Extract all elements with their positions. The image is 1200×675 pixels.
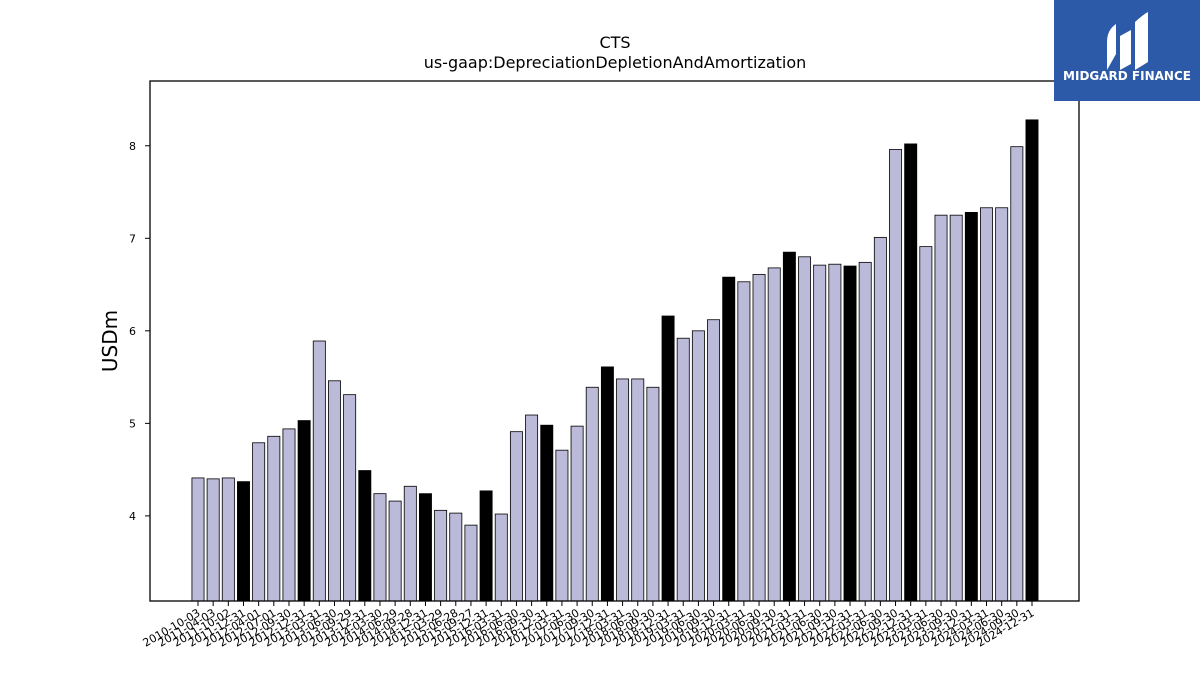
- bar-2012-09-30: [282, 428, 296, 602]
- bar-series: [191, 119, 1039, 602]
- bar-2024-12-31: [1025, 119, 1039, 602]
- bar-2021-09-30: [828, 263, 842, 602]
- bar-2015-12-31: [479, 490, 493, 602]
- bar-2013-06-30: [328, 380, 341, 602]
- bar-2023-03-31: [919, 246, 933, 602]
- bar-2012-07-01: [267, 435, 281, 602]
- bar-2016-09-30: [525, 414, 539, 602]
- chart-subtitle: us-gaap:DepreciationDepletionAndAmortiza…: [424, 53, 807, 72]
- bar-2021-12-31: [843, 265, 857, 602]
- bar-2024-06-30: [995, 207, 1009, 602]
- y-tick-label: 6: [129, 325, 136, 338]
- plot-frame: [149, 80, 1080, 602]
- bar-2022-06-30: [873, 236, 887, 602]
- bar-2023-09-30: [949, 214, 963, 602]
- bar-2013-12-31: [358, 470, 372, 602]
- bar-2019-03-31: [676, 337, 690, 602]
- bar-2011-04-03: [206, 478, 220, 602]
- bar-2018-12-31: [661, 315, 675, 602]
- bar-2024-03-31: [980, 207, 993, 602]
- bar-2018-09-30: [646, 386, 660, 602]
- bar-2014-12-31: [418, 493, 432, 602]
- bar-2019-12-31: [722, 276, 736, 602]
- bar-2013-09-29: [343, 394, 357, 602]
- bar-2019-06-30: [691, 330, 705, 602]
- bar-2015-03-29: [434, 509, 448, 602]
- bar-2024-09-30: [1010, 146, 1024, 602]
- bar-2017-09-30: [585, 386, 599, 602]
- bar-2018-06-30: [631, 378, 645, 602]
- y-tick-label: 8: [129, 140, 136, 153]
- bar-2023-06-30: [934, 214, 948, 602]
- bar-2020-03-31: [737, 281, 751, 602]
- bar-2017-12-31: [600, 366, 614, 602]
- midgard-finance-logo: MIDGARD FINANCE: [1054, 0, 1200, 101]
- bar-2019-09-30: [707, 319, 721, 602]
- bar-2020-06-30: [752, 273, 766, 602]
- bar-2017-06-30: [570, 425, 584, 602]
- bar-2020-12-31: [782, 251, 796, 602]
- bar-2022-12-31: [904, 143, 918, 602]
- bar-2014-09-28: [403, 485, 417, 602]
- bar-2018-03-31: [616, 378, 630, 602]
- bar-2016-12-31: [540, 424, 554, 602]
- bar-2021-03-31: [798, 256, 812, 602]
- bar-2010-10-03: [191, 477, 205, 602]
- bar-2013-03-31: [312, 340, 326, 602]
- bar-2011-12-31: [237, 481, 250, 602]
- bar-2016-03-31: [494, 513, 508, 602]
- bar-2012-04-01: [252, 442, 266, 602]
- bar-2014-06-29: [388, 500, 402, 602]
- bar-2014-03-30: [373, 493, 387, 602]
- bar-2023-12-31: [964, 211, 978, 602]
- bar-2020-09-30: [767, 267, 781, 602]
- y-tick-label: 4: [129, 510, 136, 523]
- bar-2015-09-27: [464, 524, 478, 602]
- y-tick-label: 7: [129, 232, 136, 245]
- bar-2011-10-02: [221, 477, 235, 602]
- y-axis-label: USDm: [98, 310, 122, 372]
- logo-mark-icon: [1107, 12, 1148, 70]
- bar-2022-09-30: [889, 149, 902, 602]
- chart-title: CTS: [599, 33, 630, 52]
- bar-2022-03-31: [858, 261, 872, 602]
- bar-2015-06-28: [449, 512, 463, 602]
- y-tick-label: 5: [129, 417, 136, 430]
- bar-2017-03-31: [555, 449, 569, 602]
- x-axis: 2010-10-032011-04-032011-10-022011-12-31…: [141, 601, 1037, 650]
- y-axis: 4 5 6 7 8: [129, 140, 150, 523]
- bar-2021-06-30: [813, 264, 827, 602]
- bar-2016-06-30: [509, 431, 523, 602]
- bar-2012-12-31: [297, 420, 311, 602]
- logo-text: MIDGARD FINANCE: [1063, 69, 1191, 83]
